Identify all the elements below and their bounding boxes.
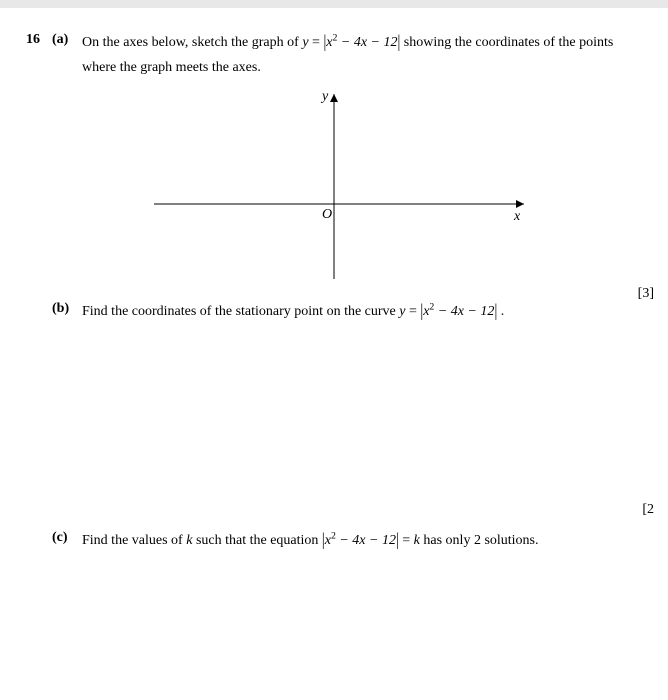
abs-right-bar-c: | (396, 527, 399, 554)
part-b-workspace (20, 326, 648, 506)
part-c-pre: Find the values of (82, 533, 186, 548)
part-b-label: (b) (52, 301, 82, 317)
y-axis-label: y (320, 89, 329, 104)
eqn-abs-inner-c: x2 − 4x − 12 (325, 533, 396, 548)
part-c-workspace (20, 555, 648, 695)
exam-page: 16 (a) On the axes below, sketch the gra… (0, 0, 668, 700)
axes-svg: y x O (124, 84, 544, 284)
part-c-label: (c) (52, 530, 82, 546)
eqn-eq-b: = (405, 304, 420, 319)
abs-left-bar: | (323, 29, 326, 56)
abs-right-bar-b: | (494, 298, 497, 325)
period-b: . (501, 304, 505, 319)
question-number: 16 (20, 32, 52, 48)
axes-container: y x O (20, 84, 648, 289)
part-a-marks: [3] (638, 286, 654, 302)
abs-right-bar: | (397, 29, 400, 56)
part-a-equation: y = |x2 − 4x − 12| (302, 35, 403, 50)
y-axis-arrow (330, 94, 338, 102)
part-c-row: (c) Find the values of k such that the e… (20, 530, 648, 551)
part-a-post: showing the coordinates of the points (404, 35, 614, 50)
part-c-mid: such that the equation (192, 533, 321, 548)
part-a-line2: where the graph meets the axes. (20, 57, 648, 78)
part-b-text: Find the coordinates of the stationary p… (82, 301, 648, 322)
part-b-row: (b) Find the coordinates of the stationa… (20, 301, 648, 322)
eqn-eq: = (309, 35, 324, 50)
part-b-equation: y = |x2 − 4x − 12| (399, 304, 500, 319)
eqn-abs-inner: x2 − 4x − 12 (326, 35, 397, 50)
abs-left-bar-b: | (420, 298, 423, 325)
part-a-text: On the axes below, sketch the graph of y… (82, 32, 648, 53)
part-b-pre: Find the coordinates of the stationary p… (82, 304, 399, 319)
part-c-text: Find the values of k such that the equat… (82, 530, 648, 551)
part-a-pre: On the axes below, sketch the graph of (82, 35, 302, 50)
part-c-equation: |x2 − 4x − 12| = k (322, 533, 423, 548)
eqn-abs-inner-b: x2 − 4x − 12 (423, 304, 494, 319)
abs-left-bar-c: | (322, 527, 325, 554)
eqn-eq-c: = (399, 533, 414, 548)
origin-label: O (322, 207, 332, 222)
part-a-label: (a) (52, 32, 82, 48)
x-axis-label: x (513, 209, 521, 224)
part-c-post: has only 2 solutions. (423, 533, 538, 548)
part-a-row: 16 (a) On the axes below, sketch the gra… (20, 32, 648, 53)
eqn-rhs-c: k (414, 533, 420, 548)
x-axis-arrow (516, 200, 524, 208)
part-b-marks: [2 (642, 502, 654, 518)
